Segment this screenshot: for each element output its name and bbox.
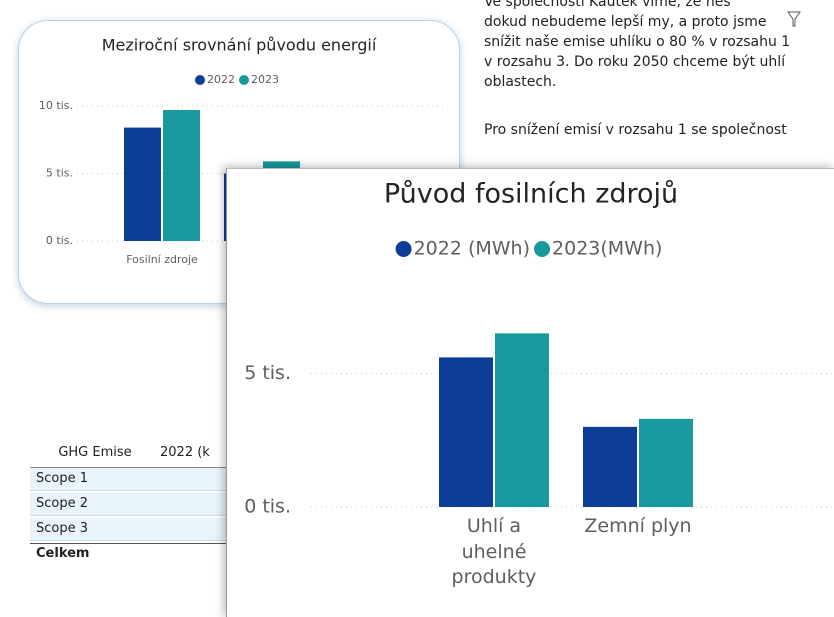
x-tick-label: Zemní plyn bbox=[584, 515, 692, 537]
legend-label: 2022 (MWh) bbox=[414, 238, 530, 260]
text-line: Ve společnosti Kautek víme, že nes bbox=[484, 0, 731, 10]
chart-title: Meziroční srovnání původu energií bbox=[102, 36, 377, 55]
legend-label: 2023(MWh) bbox=[552, 238, 662, 260]
table-row: Scope 3 bbox=[30, 518, 230, 541]
text-line: Pro snížení emisí v rozsahu 1 se společn… bbox=[484, 122, 787, 138]
bar bbox=[583, 426, 637, 507]
text-line: oblastech. bbox=[484, 74, 557, 90]
table: GHG Emise 2022 (k Scope 1 Scope 2 Scope … bbox=[30, 437, 230, 564]
y-tick-label: 5 tis. bbox=[46, 167, 73, 180]
x-tick-text: Fosilní zdroje bbox=[126, 253, 198, 266]
chart: Původ fosilních zdrojů 2022 (MWh) 2023(MWh… bbox=[244, 179, 834, 589]
text-line: v rozsahu 3. Do roku 2050 chceme být uhl… bbox=[484, 54, 786, 70]
table-header: GHG Emise 2022 (k bbox=[30, 437, 230, 467]
x-tick-text: Uhlí a uhelné produkty bbox=[451, 515, 537, 589]
x-tick-label: Fosilní zdroje bbox=[126, 253, 198, 266]
legend-marker bbox=[395, 241, 412, 257]
x-tick-text: Zemní plyn bbox=[584, 515, 692, 537]
y-tick-label: 0 tis. bbox=[46, 234, 73, 247]
legend-marker bbox=[195, 75, 205, 85]
legend-marker bbox=[239, 75, 249, 85]
chart-title: Původ fosilních zdrojů bbox=[384, 179, 678, 210]
chart-card[interactable]: Původ fosilních zdrojů 2022 (MWh) 2023(MWh… bbox=[226, 168, 834, 617]
legend-marker bbox=[534, 241, 551, 257]
bar bbox=[124, 127, 161, 241]
text-line: snížit naše emise uhlíku o 80 % v rozsah… bbox=[484, 34, 791, 50]
bar bbox=[495, 333, 549, 507]
bar bbox=[639, 418, 693, 507]
y-tick-label: 5 tis. bbox=[244, 362, 291, 384]
table-row: Scope 2 bbox=[30, 493, 230, 516]
y-tick-label: 0 tis. bbox=[244, 496, 291, 518]
text-line: dokud nebudeme lepší my, a proto jsme s bbox=[484, 14, 779, 30]
legend-item: 2023(MWh) bbox=[534, 238, 662, 260]
legend-label: 2023 bbox=[251, 73, 279, 86]
bar bbox=[163, 110, 200, 241]
visual-header[interactable] bbox=[770, 8, 834, 30]
filter-icon[interactable] bbox=[770, 8, 834, 30]
y-tick-label: 10 tis. bbox=[39, 99, 73, 112]
table-total: Celkem bbox=[30, 543, 230, 564]
legend-item: 2022 bbox=[195, 73, 235, 86]
x-tick-label: Uhlí a uhelné produkty bbox=[451, 515, 537, 589]
legend-label: 2022 bbox=[207, 73, 235, 86]
legend-item: 2023 bbox=[239, 73, 279, 86]
text-panel: Ve společnosti Kautek víme, že nes dokud… bbox=[484, 0, 834, 140]
header-cell: GHG Emise bbox=[58, 444, 132, 460]
legend-item: 2022 (MWh) bbox=[395, 238, 530, 260]
header-cell: 2022 (k bbox=[160, 444, 210, 460]
table-row: Scope 1 bbox=[30, 467, 230, 491]
bar bbox=[439, 357, 493, 507]
